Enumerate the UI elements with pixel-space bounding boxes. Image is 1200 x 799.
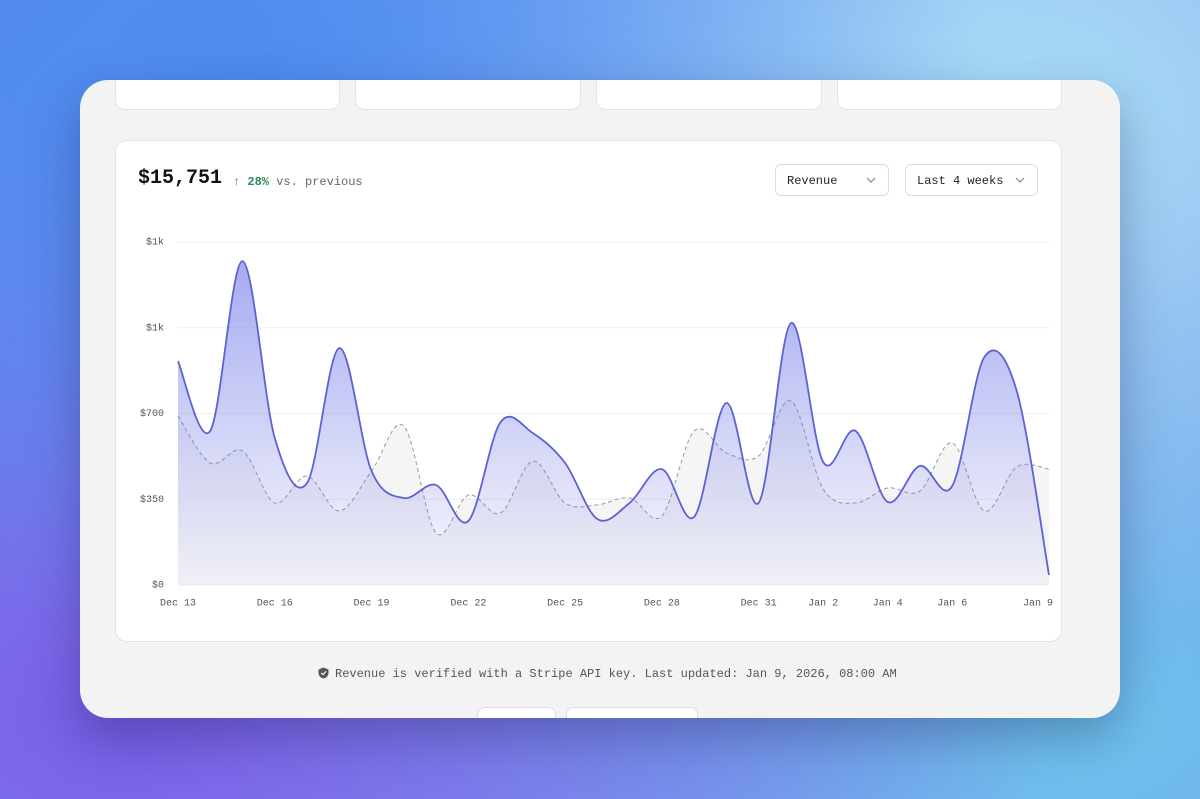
- total: $15,751: [138, 167, 223, 190]
- x-tick-label: Jan 4: [873, 599, 903, 610]
- x-tick-label: Dec 19: [354, 599, 390, 610]
- x-tick-label: Jan 2: [808, 599, 838, 610]
- x-tick-label: Dec 28: [644, 599, 680, 610]
- window: $0 $350 $700 $1k $1k Dec 13 Dec 16 Dec 19 Dec 22…: [80, 80, 1120, 718]
- x-tick-label: Dec 16: [257, 599, 293, 610]
- button[interactable]: [477, 707, 556, 718]
- stat-card: [837, 80, 1062, 110]
- chevron: [1015, 177, 1025, 183]
- x-tick-label: Jan 6: [937, 599, 967, 610]
- footer: Revenue is verified with a Stripe API ke…: [318, 667, 897, 681]
- change-value: 28%: [247, 175, 270, 189]
- footer-text: Revenue is verified with a Stripe API ke…: [335, 667, 897, 681]
- x-tick-label: Dec 22: [450, 599, 486, 610]
- range-value: Last 4 weeks: [917, 174, 1004, 188]
- line: [177, 400, 1050, 536]
- stat-card: [355, 80, 581, 110]
- change: ↑ 28% vs. previous: [233, 175, 363, 189]
- metric-value: Revenue: [787, 174, 838, 188]
- y-tick-label: $700: [140, 408, 164, 420]
- chart: $0 $350 $700 $1k $1k Dec 13 Dec 16 Dec 19 Dec 22…: [140, 237, 1053, 610]
- x-tick-label: Jan 9: [1023, 599, 1053, 610]
- shield-icon: [318, 667, 329, 679]
- stat-card: [596, 80, 822, 110]
- stat-card: [115, 80, 340, 110]
- y-tick-label: $1k: [146, 237, 164, 249]
- chart-card: $0 $350 $700 $1k $1k Dec 13 Dec 16 Dec 19 Dec 22…: [115, 140, 1062, 642]
- x-tick-label: Dec 31: [741, 599, 777, 610]
- metric-select[interactable]: Revenue: [775, 164, 889, 196]
- x-tick-label: Dec 13: [160, 599, 196, 610]
- range-select[interactable]: Last 4 weeks: [905, 164, 1038, 196]
- x-tick-label: Dec 25: [547, 599, 583, 610]
- y-tick-label: $0: [152, 580, 164, 592]
- y-tick-label: $1k: [146, 322, 164, 334]
- y-tick-label: $350: [140, 494, 164, 506]
- change-label: vs. previous: [276, 175, 363, 189]
- area: [178, 261, 1049, 585]
- button[interactable]: [566, 707, 698, 718]
- chevron: [866, 177, 876, 183]
- line: [177, 260, 1050, 576]
